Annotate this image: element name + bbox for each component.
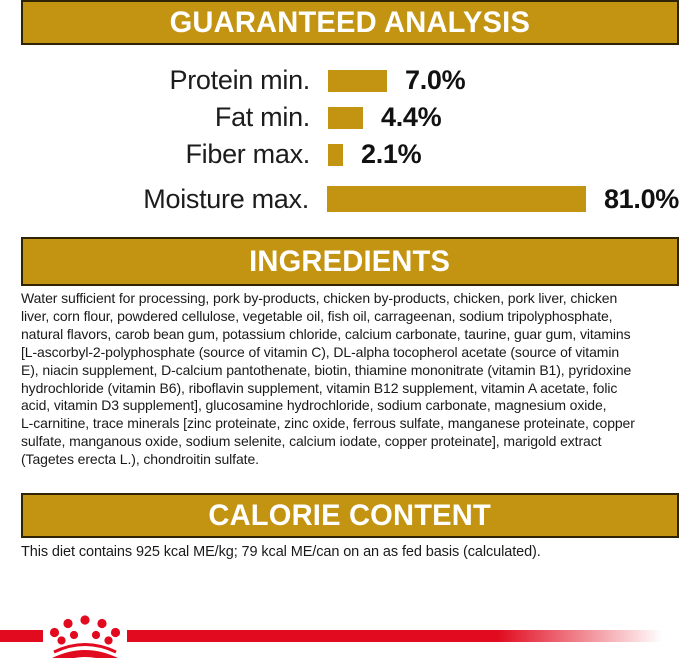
- brand-stripe-left: [0, 630, 43, 642]
- analysis-bar-protein: [328, 69, 387, 92]
- analysis-value-protein: 7.0%: [405, 65, 466, 95]
- calorie-content-text: This diet contains 925 kcal ME/kg; 79 kc…: [21, 544, 541, 560]
- brand-stripe-right: [127, 630, 679, 642]
- analysis-value-moisture: 81.0%: [603, 183, 679, 214]
- analysis-bar-fiber: [328, 143, 343, 166]
- analysis-bar-fat: [328, 106, 363, 129]
- analysis-bar-moisture: [326, 186, 586, 212]
- ingredients-text: Water sufficient for processing, pork by…: [21, 290, 635, 468]
- analysis-row-moisture: Moisture max. 81.0%: [21, 177, 679, 221]
- analysis-label-fat: Fat min.: [214, 102, 310, 132]
- guaranteed-analysis-title: GUARANTEED ANALYSIS: [169, 5, 531, 39]
- guaranteed-analysis-chart: Protein min. 7.0% Fat min. 4.4% Fiber ma…: [21, 62, 679, 221]
- royal-canin-crown-logo: [49, 615, 121, 658]
- analysis-value-fiber: 2.1%: [361, 139, 422, 169]
- section-header-ingredients: INGREDIENTS: [21, 237, 679, 286]
- analysis-label-moisture: Moisture max.: [143, 183, 309, 214]
- section-header-calorie-content: CALORIE CONTENT: [21, 493, 679, 538]
- analysis-label-protein: Protein min.: [169, 65, 311, 95]
- analysis-value-fat: 4.4%: [381, 102, 442, 132]
- analysis-label-fiber: Fiber max.: [185, 139, 310, 169]
- ingredients-title: INGREDIENTS: [249, 244, 451, 278]
- analysis-row-protein: Protein min. 7.0%: [21, 62, 679, 99]
- analysis-row-fiber: Fiber max. 2.1%: [21, 136, 679, 173]
- section-header-guaranteed-analysis: GUARANTEED ANALYSIS: [21, 0, 679, 45]
- calorie-content-title: CALORIE CONTENT: [208, 498, 492, 532]
- analysis-row-fat: Fat min. 4.4%: [21, 99, 679, 136]
